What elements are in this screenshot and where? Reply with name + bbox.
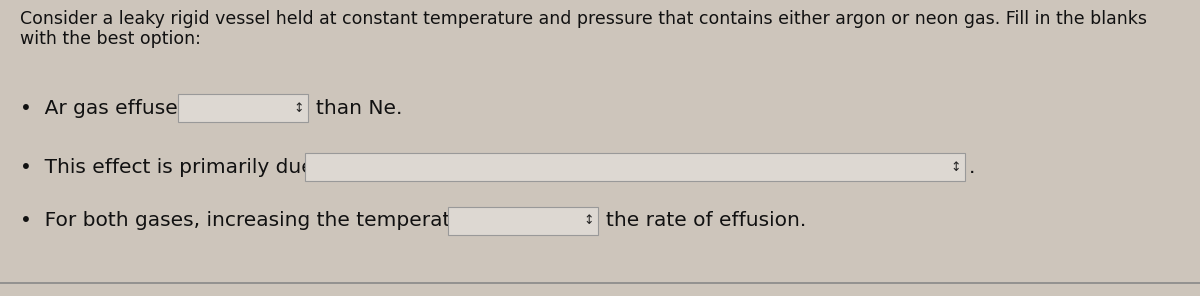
Text: .: . xyxy=(970,158,976,177)
Text: the rate of effusion.: the rate of effusion. xyxy=(606,211,806,230)
Text: ↕: ↕ xyxy=(294,102,304,115)
Text: ↕: ↕ xyxy=(950,161,961,174)
Text: ↕: ↕ xyxy=(583,214,594,227)
FancyBboxPatch shape xyxy=(305,153,965,181)
Text: •  This effect is primarily due to: • This effect is primarily due to xyxy=(20,158,341,177)
Text: •  For both gases, increasing the temperature: • For both gases, increasing the tempera… xyxy=(20,211,484,230)
Text: Consider a leaky rigid vessel held at constant temperature and pressure that con: Consider a leaky rigid vessel held at co… xyxy=(20,10,1147,28)
Text: •  Ar gas effuses: • Ar gas effuses xyxy=(20,99,188,118)
FancyBboxPatch shape xyxy=(448,207,598,234)
FancyBboxPatch shape xyxy=(178,94,308,122)
Text: than Ne.: than Ne. xyxy=(316,99,402,118)
Text: with the best option:: with the best option: xyxy=(20,30,200,48)
